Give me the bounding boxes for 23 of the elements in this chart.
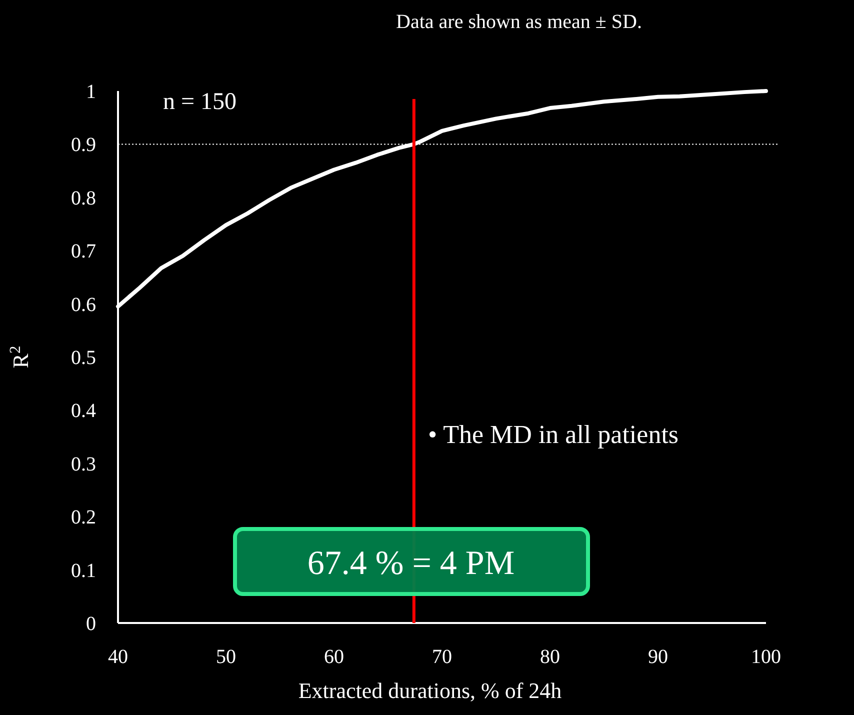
y-tick-label: 0 [86,613,96,635]
x-tick-label: 80 [540,646,560,668]
ref-line-label: 67.4 % = 4 PM [307,544,515,582]
annotation: n = 150 [163,89,237,115]
y-tick-label: 0.2 [71,506,96,529]
y-tick-label: 1 [86,81,96,103]
x-tick-label: 50 [216,646,236,668]
x-tick-label: 60 [324,646,344,668]
y-tick-label: 0.3 [71,453,96,476]
x-tick-label: 70 [432,646,452,668]
y-tick-label: 0.5 [71,347,96,369]
text: Data are shown as mean ± SD. [396,11,642,33]
y-tick-label: 0.8 [71,187,96,210]
y-tick-label: 0.6 [71,294,96,316]
y-tick-label: 0.1 [71,560,96,582]
x-tick-label: 40 [108,646,128,668]
x-tick-label: 100 [751,646,781,668]
x-tick-label: 90 [648,646,668,668]
y-tick-label: 0.4 [71,400,96,422]
annotation: • The MD in all patients [428,420,679,449]
y-tick-label: 0.7 [71,240,96,263]
y-tick-label: 0.9 [71,134,96,156]
x-axis-title: Extracted durations, % of 24h [298,678,562,703]
